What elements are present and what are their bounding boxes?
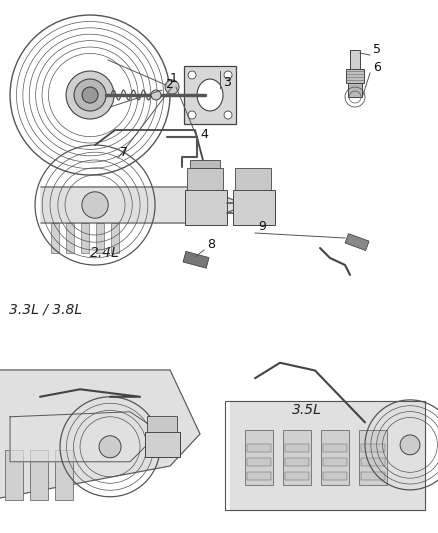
Bar [345,233,369,251]
Bar [350,50,360,70]
Text: 3: 3 [223,76,231,89]
Polygon shape [10,412,160,462]
Bar [96,223,104,253]
Circle shape [82,87,98,103]
Bar [346,69,364,83]
Text: 5: 5 [373,43,381,56]
Text: 1: 1 [170,72,178,85]
Bar [145,432,180,457]
Bar [66,223,74,253]
Bar [185,190,227,225]
Text: 7: 7 [120,146,128,159]
Bar [323,458,347,466]
Text: 2.4L: 2.4L [90,246,120,260]
Bar [247,472,271,480]
Polygon shape [230,401,425,510]
Polygon shape [41,187,245,223]
Bar [81,223,89,253]
Bar [235,168,271,190]
Circle shape [224,111,232,119]
Bar [190,160,220,168]
Circle shape [66,71,114,119]
Bar [183,252,209,268]
Text: 4: 4 [200,128,208,141]
Bar [5,450,23,500]
Bar [187,168,223,190]
Circle shape [99,436,121,458]
Bar [184,66,236,124]
Bar [111,223,119,253]
Text: 6: 6 [373,61,381,74]
Bar [147,416,177,432]
Circle shape [188,71,196,79]
Bar [30,450,48,500]
Bar [245,430,273,485]
Bar [361,444,385,452]
Polygon shape [0,370,200,498]
Circle shape [82,192,108,218]
Circle shape [151,90,161,100]
Circle shape [400,435,420,455]
Bar [321,430,349,485]
Bar [323,472,347,480]
Bar [283,430,311,485]
Bar [348,83,362,97]
Text: 9: 9 [258,220,266,233]
Text: 8: 8 [207,238,215,251]
Bar [285,458,309,466]
Bar [247,458,271,466]
Bar [233,190,275,225]
Bar [285,444,309,452]
Bar [359,430,387,485]
Bar [361,458,385,466]
Circle shape [224,71,232,79]
Bar [51,223,59,253]
Bar [247,444,271,452]
Circle shape [165,80,179,94]
Circle shape [188,111,196,119]
Ellipse shape [197,79,223,111]
Text: 2: 2 [165,78,173,91]
Bar [55,450,73,500]
Text: 3.3L / 3.8L: 3.3L / 3.8L [10,302,83,316]
Bar [323,444,347,452]
Text: 3.5L: 3.5L [292,403,321,417]
Bar [361,472,385,480]
Bar [285,472,309,480]
Circle shape [74,79,106,111]
